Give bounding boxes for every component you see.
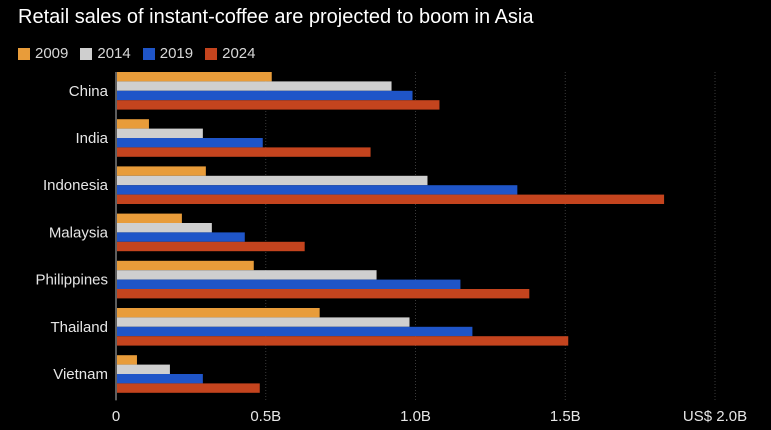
category-label: China: [69, 83, 109, 100]
bar-thailand-2014: [117, 317, 410, 327]
bar-india-2024: [117, 147, 371, 157]
bar-indonesia-2009: [117, 166, 206, 176]
bar-philippines-2019: [117, 279, 461, 289]
x-tick-label: 1.0B: [400, 408, 431, 425]
bar-indonesia-2014: [117, 175, 428, 186]
bar-thailand-2009: [117, 308, 320, 318]
bar-thailand-2024: [117, 336, 569, 346]
bar-china-2019: [117, 90, 413, 101]
bar-china-2009: [117, 72, 272, 82]
legend-item-2024: 2024: [205, 45, 256, 62]
category-label: Malaysia: [49, 224, 109, 241]
legend-label: 2014: [97, 45, 131, 62]
legend-swatch: [18, 47, 30, 60]
bar-philippines-2009: [117, 260, 254, 271]
category-label: Thailand: [50, 319, 108, 336]
bar-india-2014: [117, 128, 203, 138]
legend-swatch: [205, 47, 218, 60]
bar-china-2014: [117, 81, 392, 91]
bar-philippines-2024: [117, 289, 530, 299]
chart-title: Retail sales of instant-coffee are proje…: [18, 6, 534, 28]
legend-item-2019: 2019: [142, 45, 194, 62]
bar-malaysia-2014: [117, 223, 212, 233]
category-label: India: [75, 130, 108, 147]
bar-vietnam-2024: [117, 383, 260, 393]
x-tick-label: US$ 2.0B: [683, 408, 747, 425]
legend-label: 2009: [35, 45, 69, 62]
legend-item-2009: 2009: [18, 45, 68, 62]
x-tick-label: 0.5B: [250, 408, 281, 425]
bar-china-2024: [117, 100, 440, 110]
bar-malaysia-2019: [117, 232, 245, 242]
bar-thailand-2019: [117, 326, 473, 337]
bar-india-2009: [117, 119, 149, 129]
bar-malaysia-2009: [117, 213, 182, 223]
category-label: Indonesia: [43, 177, 109, 194]
bar-vietnam-2014: [117, 364, 170, 374]
x-tick-label: 0: [112, 408, 120, 425]
chart-legend: 2009 2014 2019 2024: [18, 45, 268, 62]
bar-vietnam-2009: [117, 355, 137, 365]
bar-indonesia-2019: [117, 185, 518, 195]
legend-swatch: [142, 47, 155, 60]
legend-label: 2024: [222, 45, 256, 62]
bar-philippines-2014: [117, 270, 377, 280]
category-label: Vietnam: [53, 366, 108, 383]
legend-swatch: [80, 47, 93, 60]
legend-label: 2019: [159, 45, 194, 62]
x-tick-label: 1.5B: [550, 408, 581, 425]
legend-item-2014: 2014: [80, 45, 131, 62]
bar-india-2019: [117, 138, 263, 148]
bar-indonesia-2024: [117, 194, 665, 204]
category-label: Philippines: [35, 272, 108, 289]
bar-vietnam-2019: [117, 374, 203, 384]
bar-malaysia-2024: [117, 241, 305, 252]
